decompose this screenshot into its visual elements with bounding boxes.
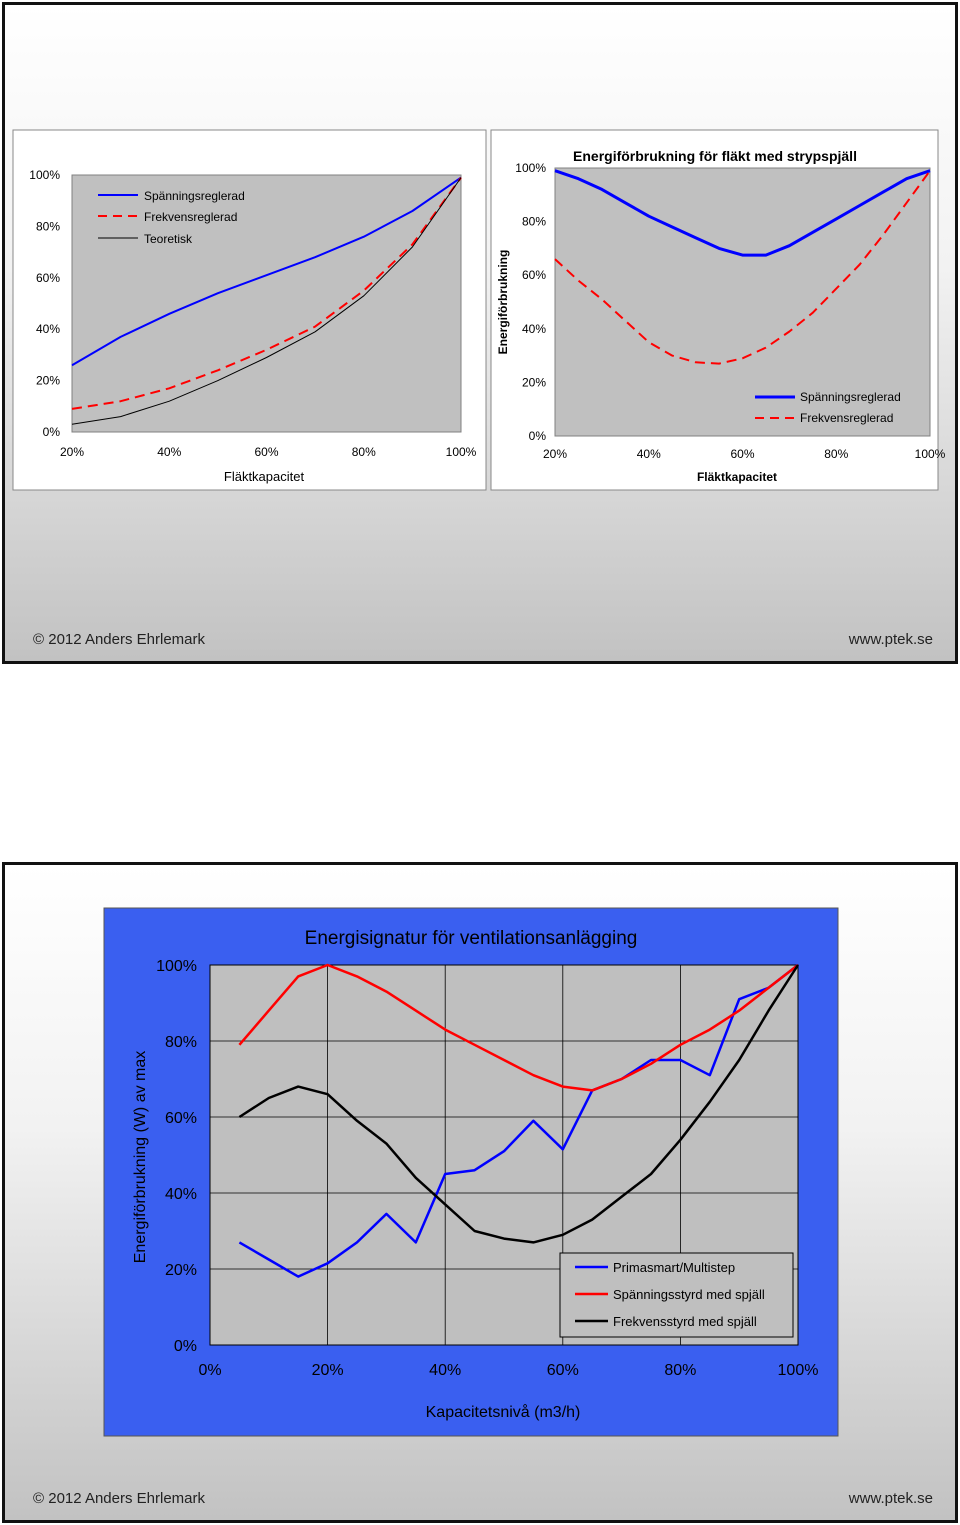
chart1-y-tick-label: 60% xyxy=(36,271,60,285)
chart2-plot-area xyxy=(554,167,931,437)
chart2-y-tick-label: 60% xyxy=(522,268,546,282)
chart3-series-group xyxy=(238,963,800,1278)
chart1-y-tick-label: 80% xyxy=(36,219,60,233)
chart3-y-tick-label: 60% xyxy=(165,1110,197,1127)
website-text: www.ptek.se xyxy=(848,1490,933,1507)
chart3-series-line-1 xyxy=(238,964,799,1278)
chart3-y-tick-label: 40% xyxy=(165,1186,197,1203)
chart1-legend-label-1: Spänningsreglerad xyxy=(144,189,245,203)
website-text: www.ptek.se xyxy=(848,631,933,648)
chart1-x-axis-label: Fläktkapacitet xyxy=(224,469,305,484)
chart2-y-tick-label: 40% xyxy=(522,322,546,336)
chart3-x-axis-label: Kapacitetsnivå (m3/h) xyxy=(426,1403,581,1421)
chart1-x-tick-label: 60% xyxy=(254,445,278,459)
chart1-x-tick-label: 40% xyxy=(157,445,181,459)
chart1-y-tick-label: 40% xyxy=(36,322,60,336)
chart3-legend: Primasmart/Multistep Spänningsstyrd med … xyxy=(559,1252,794,1338)
chart2-title: Energiförbrukning för fläkt med strypspj… xyxy=(573,148,857,164)
chart3-y-tick-label: 100% xyxy=(156,958,197,975)
chart2-y-tick-label: 100% xyxy=(515,161,546,175)
chart3-legend-label-2: Spänningsstyrd med spjäll xyxy=(613,1287,765,1302)
chart3-ticks: 0% 20% 40% 60% 80% 100% 0% 20% 40% 60% 80% 100% xyxy=(156,958,818,1379)
copyright-label: 2012 Anders Ehrlemark xyxy=(48,631,205,648)
chart3-x-tick-label: 40% xyxy=(429,1362,461,1379)
chart3-y-tick-label: 0% xyxy=(174,1338,197,1355)
chart2-ticks: 0% 20% 40% 60% 80% 100% 20% 40% 60% 80% 100% xyxy=(515,161,945,461)
chart3-x-tick-label: 20% xyxy=(312,1362,344,1379)
chart3-legend-label-1: Primasmart/Multistep xyxy=(613,1260,735,1275)
copyright-text: © 2012 Anders Ehrlemark xyxy=(33,1490,205,1507)
copyright-icon: © xyxy=(33,631,45,648)
chart3-title: Energisignatur för ventilationsanlägging xyxy=(305,928,638,949)
chart2-y-tick-label: 20% xyxy=(522,375,546,389)
chart1-series-line-3 xyxy=(71,177,462,425)
chart2-legend-label-2: Frekvensreglerad xyxy=(800,411,893,425)
chart1-x-tick-label: 20% xyxy=(60,445,84,459)
chart3-y-axis-label: Energiförbrukning (W) av max xyxy=(132,1051,149,1264)
chart1-series-line-1 xyxy=(71,176,462,367)
chart3-y-tick-label: 80% xyxy=(165,1034,197,1051)
chart2-x-tick-label: 100% xyxy=(915,447,946,461)
chart1-x-tick-label: 80% xyxy=(352,445,376,459)
chart2-legend: Spänningsreglerad Frekvensreglerad xyxy=(755,390,901,425)
chart2-legend-label-1: Spänningsreglerad xyxy=(800,390,901,404)
chart3-x-tick-label: 100% xyxy=(778,1362,819,1379)
chart2-x-tick-label: 60% xyxy=(730,447,754,461)
copyright-text: © 2012 Anders Ehrlemark xyxy=(33,631,205,648)
chart2-series-line-1 xyxy=(554,169,931,257)
chart2-y-tick-label: 80% xyxy=(522,215,546,229)
chart3-x-tick-label: 80% xyxy=(664,1362,696,1379)
chart3-y-tick-label: 20% xyxy=(165,1262,197,1279)
chart1-plot-area xyxy=(71,174,462,433)
chart3-x-tick-label: 0% xyxy=(198,1362,221,1379)
chart1-y-tick-label: 0% xyxy=(43,425,61,439)
copyright-label: 2012 Anders Ehrlemark xyxy=(48,1490,205,1507)
chart1-series-line-2 xyxy=(71,177,462,410)
chart2-y-tick-label: 0% xyxy=(529,429,547,443)
chart2-series-group xyxy=(554,169,931,365)
chart1-y-tick-label: 20% xyxy=(36,374,60,388)
chart1-ticks: 0% 20% 40% 60% 80% 100% 20% 40% 60% 80% 100% xyxy=(29,168,476,459)
chart1-series-group xyxy=(71,176,462,425)
chart3-series-line-3 xyxy=(238,964,800,1244)
chart3-series-line-2 xyxy=(238,963,799,1092)
chart1-legend-label-2: Frekvensreglerad xyxy=(144,210,237,224)
copyright-icon: © xyxy=(33,1490,45,1507)
chart1-legend-label-3: Teoretisk xyxy=(144,232,193,246)
chart2-series-line-2 xyxy=(554,170,931,365)
chart2-x-tick-label: 80% xyxy=(824,447,848,461)
chart2-x-tick-label: 40% xyxy=(637,447,661,461)
chart2-x-tick-label: 20% xyxy=(543,447,567,461)
chart3-legend-label-3: Frekvensstyrd med spjäll xyxy=(613,1314,757,1329)
chart2-y-axis-label: Energiförbrukning xyxy=(496,250,510,355)
chart1-y-tick-label: 100% xyxy=(29,168,60,182)
chart1-legend: Spänningsreglerad Frekvensreglerad Teore… xyxy=(98,189,245,246)
chart2-x-axis-label: Fläktkapacitet xyxy=(697,470,777,484)
chart3-x-tick-label: 60% xyxy=(547,1362,579,1379)
chart1-x-tick-label: 100% xyxy=(446,445,477,459)
